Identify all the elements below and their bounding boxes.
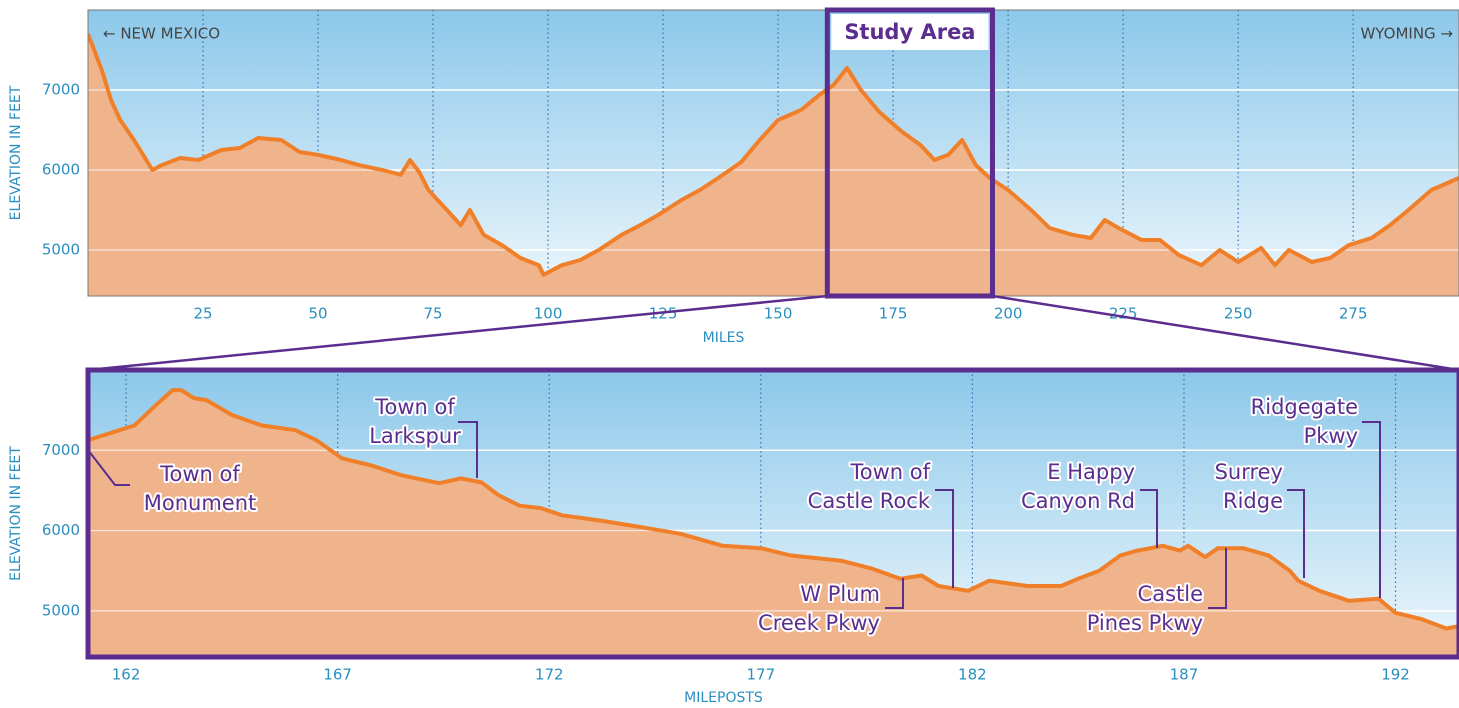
zoom-connector [87, 294, 828, 372]
callout-label: E Happy [1047, 460, 1135, 484]
y-tick-label: 5000 [42, 241, 80, 259]
y-axis-label: ELEVATION IN FEET [8, 85, 24, 220]
x-axis-label: MILEPOSTS [684, 690, 763, 706]
callout-label: Town of [159, 462, 240, 486]
callout-leader [458, 421, 478, 478]
elevation-line [88, 33, 1459, 277]
plot-frame [87, 9, 1459, 297]
y-tick-label: 6000 [42, 521, 80, 539]
area-fill [88, 390, 1459, 657]
callout-label: Ridgegate [1251, 395, 1358, 419]
x-axis-label: MILES [703, 330, 745, 346]
callout-label: Creek Pkwy [758, 611, 880, 635]
callout-leader [885, 578, 904, 609]
x-tick-label: 167 [323, 666, 352, 684]
plot [88, 10, 1459, 296]
x-tick-label: 172 [535, 666, 564, 684]
x-tick-label: 192 [1381, 666, 1410, 684]
x-tick-label: 182 [958, 666, 987, 684]
callout-leader [1208, 548, 1227, 609]
callout-leader [1287, 489, 1305, 578]
callout-label: Castle [1138, 582, 1203, 606]
callout-leader [1362, 421, 1381, 598]
zoom-connector [992, 294, 1459, 372]
x-tick-label: 177 [746, 666, 775, 684]
y-axis-label: ELEVATION IN FEET [8, 446, 24, 581]
x-tick-label: 150 [764, 305, 793, 323]
callout-label: Surrey [1215, 460, 1283, 484]
plot-frame [85, 367, 1459, 660]
callout-leader [1140, 489, 1158, 548]
study-area-label: Study Area [844, 20, 975, 44]
plot [88, 370, 1459, 657]
x-tick-label: 175 [879, 305, 908, 323]
y-tick-label: 7000 [42, 81, 80, 99]
x-tick-label: 225 [1109, 305, 1138, 323]
callout-leader [935, 489, 954, 588]
x-tick-label: 75 [424, 305, 443, 323]
callout-label: Monument [144, 491, 257, 515]
callout-label: Town of [849, 460, 930, 484]
x-tick-label: 50 [308, 305, 327, 323]
x-tick-label: 275 [1339, 305, 1368, 323]
y-tick-label: 7000 [42, 441, 80, 459]
y-tick-label: 6000 [42, 161, 80, 179]
study-area-label-bg [831, 14, 989, 50]
callout-label: W Plum [800, 582, 880, 606]
callout-label: Pkwy [1304, 424, 1358, 448]
callout-label: Larkspur [369, 424, 461, 448]
area-fill [88, 34, 1459, 296]
callout-label: Town of [374, 395, 455, 419]
callout-label: Castle Rock [808, 489, 931, 513]
x-tick-label: 187 [1170, 666, 1199, 684]
callout-label: Pines Pkwy [1087, 611, 1203, 635]
callout-leader [87, 449, 130, 486]
x-tick-label: 162 [112, 666, 141, 684]
x-tick-label: 250 [1224, 305, 1253, 323]
study-area-box [824, 7, 995, 299]
callout-label: Ridge [1223, 489, 1283, 513]
callout-label: Canyon Rd [1021, 489, 1135, 513]
x-tick-label: 100 [534, 305, 563, 323]
direction-note: ← NEW MEXICO [103, 25, 220, 43]
elevation-line [88, 388, 1459, 631]
y-tick-label: 5000 [42, 601, 80, 619]
x-tick-label: 200 [994, 305, 1023, 323]
direction-note: WYOMING → [1360, 25, 1453, 43]
x-tick-label: 25 [193, 305, 212, 323]
